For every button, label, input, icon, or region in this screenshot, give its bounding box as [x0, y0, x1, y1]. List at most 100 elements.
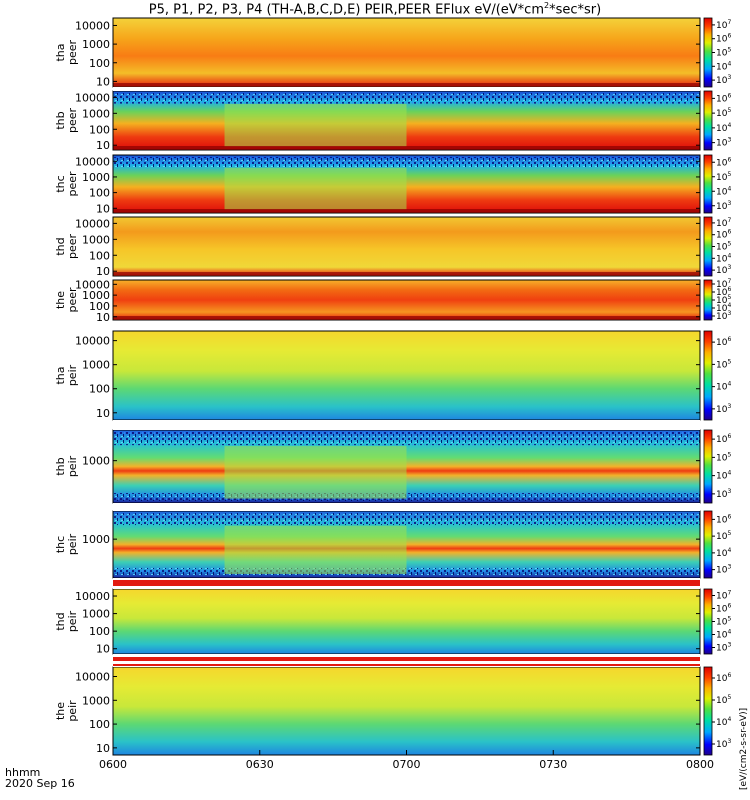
- colorbar-tick-label: 103: [716, 403, 731, 415]
- ytick-label: 1000: [82, 608, 110, 621]
- colorbar-tha_peer: [703, 17, 713, 88]
- ytick-label: 100: [89, 625, 110, 638]
- colorbar-thb_peir: [703, 429, 713, 504]
- ytick-label: 1000: [82, 694, 110, 707]
- ytick-label: 10000: [75, 155, 110, 168]
- date-label: 2020 Sep 16: [5, 777, 75, 790]
- colorbar-tick-label: 106: [716, 286, 731, 298]
- panel-thb_peer: 10 100 1000 10000 thbpeer 103 104 105 106: [54, 90, 731, 152]
- colorbar-tick-label: 105: [716, 107, 731, 119]
- colorbar-tick-label: 103: [716, 310, 731, 322]
- colorbar-tick-label: 104: [716, 547, 731, 559]
- colorbar-tick-label: 103: [716, 642, 731, 654]
- ylabel-thb_peir: thbpeir: [54, 455, 79, 477]
- ytick-label: 10: [96, 643, 110, 656]
- panel-frame: [112, 154, 701, 214]
- region-gap: [224, 167, 407, 210]
- colorbar-tick-label: 106: [716, 433, 731, 445]
- spectrogram-thd_peir: [113, 589, 700, 654]
- colorbar-tick-label: 103: [716, 74, 731, 86]
- colorbar-thc_peer: [703, 154, 713, 214]
- colorbar-tick-label: 106: [716, 156, 731, 168]
- xtick-label: 0630: [246, 758, 274, 771]
- ylabel-the_peer: thepeer: [54, 287, 79, 313]
- noise-band: [113, 157, 700, 168]
- ytick-label: 1000: [82, 359, 110, 372]
- ytick-label: 1000: [82, 38, 110, 51]
- colorbar-tick-label: 107: [716, 217, 731, 229]
- spectrogram-the_peir: [113, 667, 700, 755]
- colorbar-tick-label: 106: [716, 603, 731, 615]
- ytick-label: 10000: [75, 335, 110, 348]
- ytick-label: 10: [96, 742, 110, 755]
- xtick-label: 0800: [686, 758, 714, 771]
- time-format-label: hhmm: [5, 766, 41, 779]
- saturation-band: [113, 664, 700, 666]
- panel-gap: [113, 420, 700, 430]
- ytick-label: 1000: [82, 171, 110, 184]
- colorbar-tick-label: 103: [716, 488, 731, 500]
- xtick-label: 0600: [99, 758, 127, 771]
- chart-title: P5, P1, P2, P3, P4 (TH-A,B,C,D,E) PEIR,P…: [148, 1, 602, 18]
- colorbar-tick-label: 106: [716, 336, 731, 348]
- noise-band: [113, 93, 700, 104]
- ytick-label: 10000: [75, 19, 110, 32]
- ylabel-thd_peer: thdpeer: [54, 234, 79, 260]
- ytick-label: 10000: [75, 278, 110, 291]
- panel-gap: [113, 87, 700, 91]
- colorbar-tick-label: 107: [716, 590, 731, 602]
- ytick-label: 10000: [75, 590, 110, 603]
- ylabel-thb_peer: thbpeer: [54, 108, 79, 134]
- ytick-label: 10: [96, 311, 110, 324]
- panel-tha_peir: 10 100 1000 10000 thapeir 103 104 105 106: [54, 330, 731, 421]
- spectrogram-tha_peir: [113, 331, 700, 420]
- ytick-label: 10: [96, 407, 110, 420]
- colorbar-thd_peer: [703, 216, 713, 277]
- ytick-label: 10: [96, 139, 110, 152]
- colorbar-tick-label: 104: [716, 302, 731, 314]
- colorbar-the_peer: [703, 279, 713, 321]
- colorbar-tick-label: 105: [716, 358, 731, 370]
- ytick-label: 1000: [82, 455, 110, 468]
- panel-frame: [112, 216, 701, 277]
- saturation-band: [113, 580, 700, 586]
- colorbar-tick-label: 105: [716, 171, 731, 183]
- region-gap: [224, 446, 407, 499]
- colorbar-tick-label: 103: [716, 137, 731, 149]
- spectrogram-tha_peer: [113, 18, 700, 87]
- ytick-label: 1000: [82, 289, 110, 302]
- colorbar-tick-label: 103: [716, 564, 731, 576]
- colorbar-tick-label: 107: [716, 278, 731, 290]
- colorbar-tick-label: 104: [716, 252, 731, 264]
- time-axis: 0600 0630 0700 0730 0800: [99, 750, 714, 771]
- colorbar-tick-label: 105: [716, 47, 731, 59]
- colorbar-tick-label: 105: [716, 451, 731, 463]
- ytick-label: 10000: [75, 217, 110, 230]
- colorbar-tick-label: 105: [716, 694, 731, 706]
- colorbar-tick-label: 104: [716, 381, 731, 393]
- ytick-label: 10: [96, 265, 110, 278]
- xtick-label: 0730: [539, 758, 567, 771]
- colorbar-tick-label: 104: [716, 60, 731, 72]
- colorbar-tick-label: 103: [716, 200, 731, 212]
- ytick-label: 10: [96, 75, 110, 88]
- colorbar-tha_peir: [703, 330, 713, 421]
- ytick-label: 100: [89, 718, 110, 731]
- spectrogram-the_peer: [113, 280, 700, 320]
- colorbar-tick-label: 106: [716, 92, 731, 104]
- colorbar-thd_peir: [703, 588, 713, 655]
- ytick-label: 10: [96, 202, 110, 215]
- saturation-band: [113, 657, 700, 661]
- colorbar-tick-label: 104: [716, 185, 731, 197]
- spacecraft-potential-line: [113, 209, 700, 212]
- colorbar-tick-label: 104: [716, 470, 731, 482]
- colorbar-tick-label: 106: [716, 513, 731, 525]
- panel-frame: [112, 279, 701, 321]
- colorbar-thc_peir: [703, 510, 713, 579]
- ytick-label: 1000: [82, 233, 110, 246]
- colorbar-tick-label: 105: [716, 616, 731, 628]
- ytick-label: 100: [89, 187, 110, 200]
